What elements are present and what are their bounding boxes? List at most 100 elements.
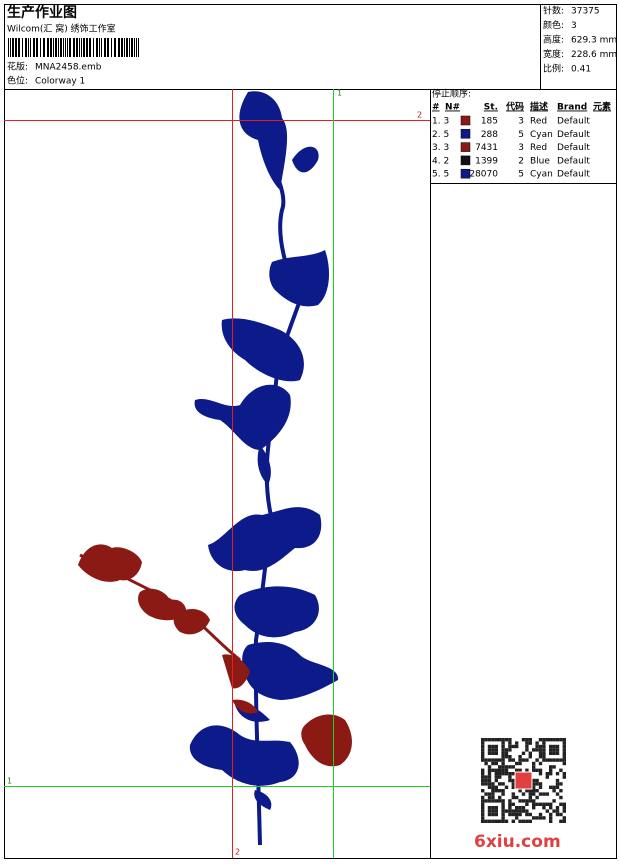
qr-cell: [491, 782, 495, 786]
qr-cell: [501, 806, 505, 810]
qr-cell: [532, 789, 536, 793]
qr-cell: [559, 802, 563, 806]
qr-cell: [508, 772, 512, 776]
qr-cell: [487, 812, 492, 817]
qr-cell: [494, 761, 498, 766]
stat-label: 比例:: [543, 63, 564, 75]
qr-cell: [501, 755, 505, 759]
bar-line: [53, 38, 54, 57]
barcode: [8, 38, 139, 57]
qr-cell: [549, 744, 553, 749]
qr-cell: [528, 755, 532, 759]
bar-line: [12, 38, 14, 57]
qr-cell: [532, 785, 536, 789]
qr-cell: [549, 768, 553, 772]
qr-cell: [559, 738, 563, 742]
qr-cell: [562, 819, 566, 823]
qr-cell: [504, 819, 509, 823]
qr-cell: [498, 768, 502, 772]
qr-cell: [481, 744, 485, 749]
qr-cell: [501, 816, 505, 820]
qr-cell: [504, 768, 509, 772]
bar-line: [40, 38, 41, 57]
qr-cell: [515, 761, 519, 766]
qr-cell: [511, 785, 515, 789]
qr-cell: [515, 816, 519, 820]
qr-cell: [498, 789, 502, 793]
qr-cell: [484, 738, 488, 742]
qr-cell: [552, 758, 556, 762]
qr-cell: [535, 795, 539, 800]
qr-cell: [504, 809, 509, 813]
qr-cell: [481, 789, 485, 793]
qr-cell: [501, 772, 505, 776]
qr-cell: [501, 812, 505, 817]
color-swatch: [460, 155, 471, 166]
bar-line: [10, 38, 11, 57]
qr-cell: [501, 758, 505, 762]
bar-line: [65, 38, 66, 57]
qr-cell: [562, 761, 566, 766]
column-header: 元素: [593, 101, 611, 113]
qr-cell: [555, 792, 560, 796]
guide-label: 2: [235, 848, 240, 857]
qr-cell: [549, 816, 553, 820]
qr-cell: [487, 775, 492, 779]
bar-line: [43, 38, 45, 57]
qr-cell: [549, 751, 553, 755]
qr-cell: [525, 741, 529, 745]
stat-label: 高度:: [543, 34, 564, 46]
qr-cell: [535, 778, 539, 783]
qr-cell: [498, 772, 502, 776]
qr-cell: [508, 758, 512, 762]
qr-cell: [501, 765, 505, 769]
qr-cell: [528, 819, 532, 823]
qr-cell: [508, 765, 512, 769]
qr-cell: [501, 799, 505, 803]
brand: Default: [557, 117, 590, 127]
qr-cell: [481, 775, 485, 779]
qr-cell: [487, 758, 492, 762]
qr-cell: [501, 789, 505, 793]
qr-cell: [481, 755, 485, 759]
qr-cell: [532, 792, 536, 796]
bar-line: [47, 38, 49, 57]
qr-cell: [532, 806, 536, 810]
qr-cell: [481, 816, 485, 820]
qr-cell: [552, 738, 556, 742]
qr-cell: [542, 751, 546, 755]
qr-cell: [562, 772, 566, 776]
qr-cell: [494, 775, 498, 779]
column-header: 描述: [530, 101, 548, 113]
qr-cell: [521, 799, 526, 803]
qr-cell: [484, 778, 488, 783]
qr-cell: [562, 755, 566, 759]
bar-line: [126, 38, 128, 57]
qr-cell: [538, 772, 543, 776]
qr-cell: [549, 758, 553, 762]
qr-cell: [528, 799, 532, 803]
qr-cell: [535, 816, 539, 820]
bar-line: [129, 38, 130, 57]
title: 生产作业图: [7, 4, 77, 21]
qr-cell: [481, 768, 485, 772]
column-header: Brand: [557, 103, 587, 113]
description: Cyan: [530, 170, 553, 180]
qr-code: [481, 738, 566, 823]
qr-cell: [491, 744, 495, 749]
row-index: 4. 2: [432, 156, 449, 166]
stat-value: 228.6 mm: [571, 50, 617, 60]
qr-cell: [491, 748, 495, 752]
qr-cell: [511, 765, 515, 769]
qr-cell: [487, 785, 492, 789]
qr-cell: [532, 748, 536, 752]
qr-cell: [562, 738, 566, 742]
qr-cell: [487, 819, 492, 823]
qr-cell: [487, 795, 492, 800]
bar-line: [81, 38, 82, 57]
qr-cell: [528, 812, 532, 817]
qr-cell: [511, 778, 515, 783]
qr-cell: [501, 741, 505, 745]
code: 3: [518, 143, 524, 153]
qr-cell: [562, 816, 566, 820]
